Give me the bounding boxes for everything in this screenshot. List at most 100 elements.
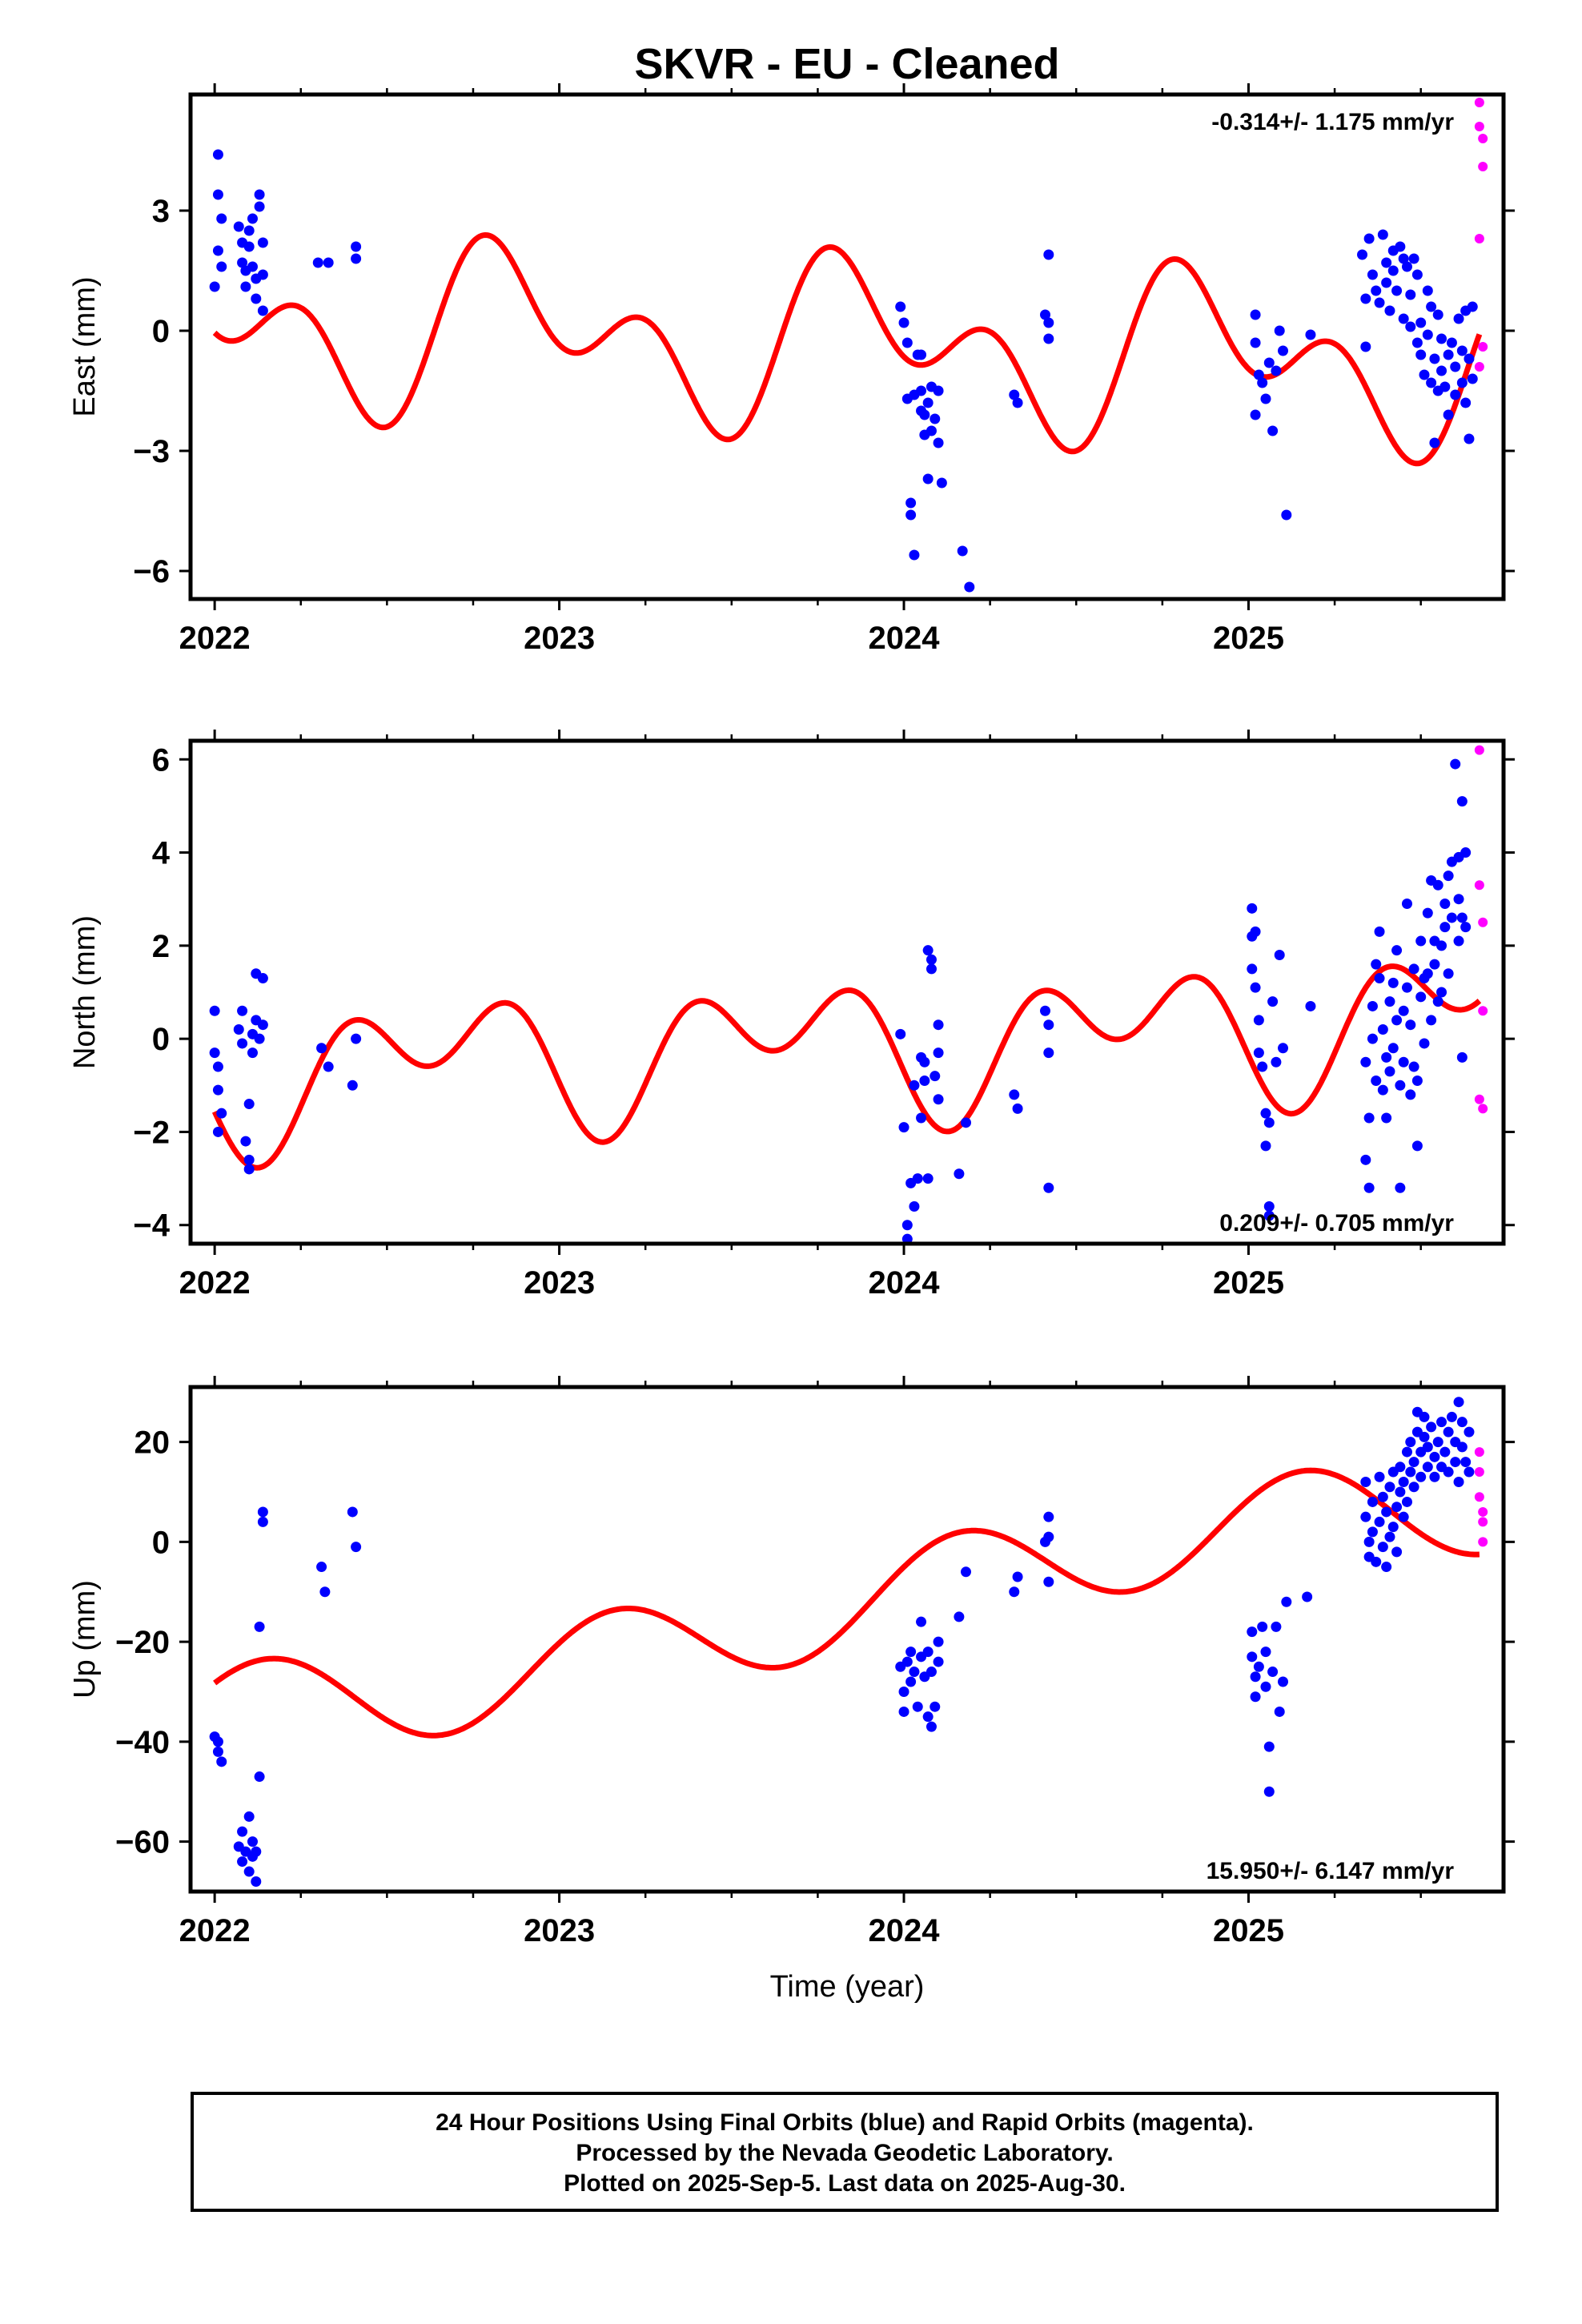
final-orbit-point (1260, 1108, 1271, 1119)
final-orbit-point (1422, 329, 1433, 340)
rapid-orbit-point (1478, 134, 1488, 143)
y-tick-label: −3 (133, 434, 170, 469)
y-tick-label: −40 (115, 1725, 170, 1760)
x-tick-label: 2022 (179, 1265, 251, 1301)
final-orbit-point (1401, 1446, 1412, 1458)
final-orbit-point (251, 1876, 262, 1888)
final-orbit-point (1422, 1462, 1433, 1473)
final-orbit-point (901, 337, 913, 348)
final-orbit-point (1043, 249, 1054, 260)
final-orbit-point (930, 1701, 941, 1712)
final-orbit-point (1398, 1477, 1409, 1488)
final-orbit-point (1281, 1596, 1292, 1607)
final-orbit-point (1460, 847, 1472, 858)
final-orbit-point (1456, 1051, 1468, 1063)
final-orbit-point (1439, 381, 1451, 392)
rapid-orbit-point (1478, 1006, 1488, 1016)
final-orbit-point (1247, 1651, 1258, 1663)
final-orbit-point (1263, 1200, 1275, 1212)
final-orbit-point (1387, 977, 1399, 988)
final-orbit-point (1371, 1556, 1382, 1567)
final-orbit-point (1371, 1075, 1382, 1086)
final-orbit-point (926, 1721, 937, 1732)
final-orbit-point (1263, 1117, 1275, 1128)
final-orbit-point (1257, 377, 1268, 388)
final-orbit-point (1432, 309, 1443, 320)
x-tick-label: 2023 (524, 1265, 595, 1301)
final-orbit-point (1374, 1516, 1385, 1527)
rapid-orbit-point (1474, 1492, 1484, 1502)
final-orbit-point (1443, 1426, 1454, 1437)
final-orbit-point (961, 1117, 972, 1128)
final-orbit-point (237, 1856, 248, 1868)
final-orbit-point (905, 509, 917, 521)
final-orbit-point (216, 213, 227, 224)
model-fit-line (212, 232, 1483, 467)
rapid-orbit-point (1474, 122, 1484, 131)
final-orbit-point (254, 1033, 265, 1044)
final-orbit-point (964, 581, 975, 593)
final-orbit-point (1419, 1431, 1430, 1442)
final-orbit-point (1371, 959, 1382, 970)
final-orbit-point (212, 189, 223, 200)
final-orbit-point (1374, 1471, 1385, 1482)
final-orbit-point (1436, 1417, 1447, 1428)
final-orbit-point (1381, 1562, 1392, 1573)
final-orbit-point (1456, 1441, 1468, 1453)
final-orbit-point (1415, 1471, 1427, 1482)
final-orbit-point (898, 1706, 909, 1717)
final-orbit-point (257, 305, 268, 316)
model-fit-line (211, 963, 1482, 1171)
rapid-orbit-point (1478, 1104, 1488, 1114)
final-orbit-point (233, 1024, 244, 1035)
final-orbit-point (1405, 1437, 1416, 1448)
final-orbit-point (254, 1621, 265, 1632)
final-orbit-point (243, 1866, 255, 1877)
final-orbit-point (1040, 1005, 1051, 1016)
final-orbit-point (1415, 317, 1427, 328)
final-orbit-point (216, 1108, 227, 1119)
y-axis-label: Up (mm) (68, 1580, 102, 1699)
final-orbit-point (1253, 369, 1264, 380)
final-orbit-point (930, 413, 941, 424)
final-orbit-point (347, 1506, 358, 1518)
final-orbit-point (1467, 373, 1478, 384)
final-orbit-point (1401, 261, 1412, 272)
rapid-orbit-point (1478, 342, 1488, 352)
final-orbit-point (895, 1028, 906, 1039)
final-orbit-point (1247, 903, 1258, 914)
final-orbit-point (1357, 249, 1368, 260)
final-orbit-point (933, 385, 944, 396)
final-orbit-point (1043, 317, 1054, 328)
final-orbit-point (1429, 1471, 1440, 1482)
final-orbit-point (243, 1154, 255, 1165)
final-orbit-point (212, 1061, 223, 1072)
final-orbit-point (919, 1056, 930, 1068)
final-orbit-point (1305, 329, 1316, 340)
rate-label: -0.314+/- 1.175 mm/yr (1211, 109, 1454, 135)
final-orbit-point (1391, 1502, 1403, 1513)
y-tick-label: −60 (115, 1825, 170, 1860)
final-orbit-point (933, 437, 944, 448)
final-orbit-point (1401, 899, 1412, 910)
final-orbit-point (1415, 991, 1427, 1003)
final-orbit-point (1443, 968, 1454, 979)
final-orbit-point (1446, 1411, 1457, 1422)
final-orbit-point (1464, 433, 1475, 444)
final-orbit-point (933, 1019, 944, 1031)
final-orbit-point (1367, 269, 1378, 280)
final-orbit-point (1377, 1024, 1388, 1035)
final-orbit-point (926, 954, 937, 965)
final-orbit-point (1439, 899, 1451, 910)
final-orbit-point (1450, 758, 1461, 770)
final-orbit-point (351, 1542, 362, 1553)
final-orbit-point (247, 213, 258, 224)
final-orbit-point (1267, 996, 1279, 1007)
final-orbit-point (1456, 796, 1468, 807)
final-orbit-point (247, 1836, 258, 1848)
final-orbit-point (1260, 1647, 1271, 1658)
final-orbit-point (243, 1099, 255, 1110)
final-orbit-point (1456, 912, 1468, 923)
final-orbit-point (1271, 1056, 1282, 1068)
final-orbit-point (212, 1746, 223, 1757)
